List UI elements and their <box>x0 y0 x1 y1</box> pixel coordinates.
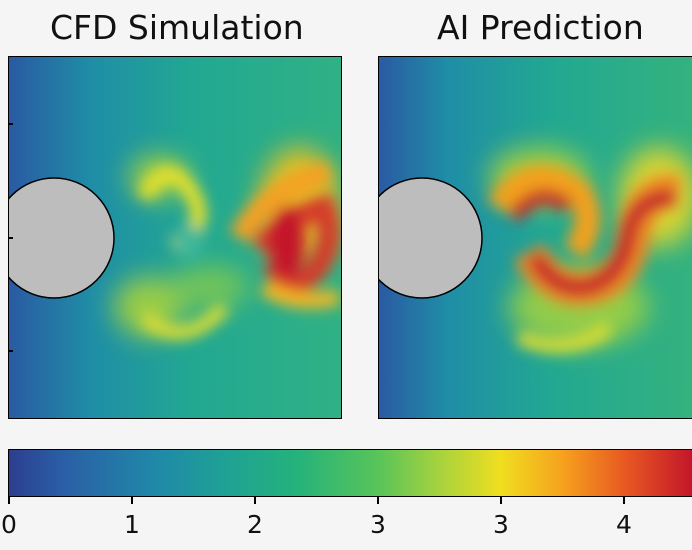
colorbar-label-4: 3 <box>493 510 509 539</box>
colorbar-label-2: 2 <box>247 510 263 539</box>
colorbar-tick-1 <box>131 497 133 504</box>
cylinder-obstacle-left <box>9 177 115 299</box>
ai-prediction-title: AI Prediction <box>437 8 644 47</box>
colorbar <box>8 449 692 497</box>
colorbar-tick-2 <box>254 497 256 504</box>
cylinder-obstacle-right <box>379 177 483 299</box>
colorbar-tick-0 <box>8 497 10 504</box>
colorbar-label-3: 3 <box>370 510 386 539</box>
colorbar-tick-3 <box>377 497 379 504</box>
cfd-simulation-field <box>8 56 342 419</box>
colorbar-label-5: 4 <box>616 510 632 539</box>
y-tick-2 <box>8 237 13 239</box>
colorbar-label-1: 1 <box>124 510 140 539</box>
y-tick-1 <box>8 123 13 125</box>
colorbar-label-0: 0 <box>1 510 17 539</box>
colorbar-tick-5 <box>623 497 625 504</box>
ai-prediction-field <box>378 56 692 419</box>
y-tick-3 <box>8 350 13 352</box>
cfd-simulation-title: CFD Simulation <box>50 8 304 47</box>
colorbar-tick-4 <box>500 497 502 504</box>
